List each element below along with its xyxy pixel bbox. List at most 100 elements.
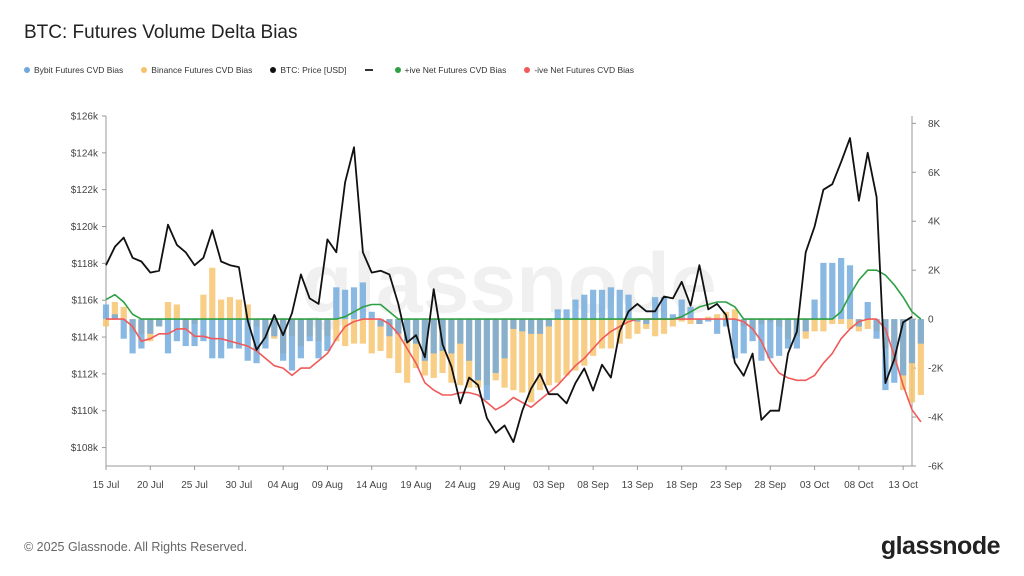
y-right-tick-label: -6K (928, 462, 944, 473)
binance-bar (864, 319, 871, 329)
bybit-bar (129, 319, 136, 354)
binance-bar (226, 297, 234, 320)
bybit-bar (315, 319, 322, 359)
y-left-tick-label: $110k (71, 406, 99, 417)
binance-bar (846, 319, 854, 329)
binance-bar (829, 319, 836, 325)
bybit-bar (102, 304, 110, 320)
bybit-bar (457, 319, 464, 344)
x-tick-label: 13 Oct (888, 480, 918, 491)
bybit-bar (368, 311, 375, 320)
bybit-bar (297, 319, 304, 359)
x-tick-label: 08 Oct (844, 480, 874, 491)
binance-bar (917, 319, 924, 396)
bybit-bar (802, 319, 809, 332)
y-right-tick-label: 6K (928, 168, 941, 179)
legend-label-bybit: Bybit Futures CVD Bias (34, 65, 124, 75)
bybit-bar (519, 319, 526, 332)
bybit-bar (226, 319, 234, 349)
bybit-bar (714, 319, 721, 334)
bybit-bar (776, 319, 783, 356)
binance-bar (598, 319, 606, 349)
legend-item-price[interactable]: BTC: Price [USD] (270, 65, 347, 75)
x-tick-label: 15 Jul (93, 480, 120, 491)
copyright-text: © 2025 Glassnode. All Rights Reserved. (24, 540, 248, 554)
binance-bar (386, 319, 393, 359)
binance-bar (200, 294, 207, 320)
bybit-bar (138, 319, 145, 349)
legend-label-binance: Binance Futures CVD Bias (151, 65, 253, 75)
bybit-bar (740, 319, 747, 354)
y-left-tick-label: $126k (71, 112, 99, 123)
y-left-tick-label: $112k (71, 369, 99, 380)
y-left-tick-label: $120k (71, 222, 99, 233)
bybit-bar (386, 319, 393, 337)
binance-bar (590, 319, 597, 356)
binance-bar (377, 319, 384, 351)
y-right-tick-label: 2K (928, 266, 941, 277)
x-tick-label: 03 Oct (800, 480, 830, 491)
binance-bar (678, 319, 685, 322)
binance-bar (811, 319, 818, 332)
x-tick-label: 30 Jul (226, 480, 253, 491)
legend-item-positive-net[interactable]: +ive Net Futures CVD Bias (394, 65, 506, 75)
bybit-bar (200, 319, 207, 342)
bybit-bar (891, 319, 898, 383)
bybit-bar (722, 319, 730, 327)
bybit-bar (111, 314, 118, 320)
legend-marker-price (270, 67, 277, 73)
y-left-tick-label: $114k (71, 333, 99, 344)
binance-bar (218, 299, 225, 320)
bybit-bar (696, 319, 703, 325)
bybit-bar (882, 319, 889, 391)
bybit-bar (510, 319, 517, 329)
legend-item-binance[interactable]: Binance Futures CVD Bias (141, 65, 252, 75)
binance-bar (209, 267, 216, 320)
x-tick-label: 04 Aug (268, 480, 299, 491)
legend-item-separator (364, 69, 377, 71)
x-tick-label: 14 Aug (356, 480, 387, 491)
bybit-bar (448, 319, 455, 354)
binance-bar (554, 319, 561, 383)
x-tick-label: 03 Sep (533, 480, 565, 491)
binance-bar (395, 319, 402, 373)
bybit-bar (439, 319, 446, 351)
x-tick-label: 18 Sep (666, 480, 698, 491)
bybit-bar (377, 319, 384, 327)
bybit-bar (350, 287, 358, 320)
bybit-bar (590, 289, 597, 320)
bybit-bar (846, 265, 854, 320)
legend-label-negative-net: -ive Net Futures CVD Bias (534, 65, 634, 75)
bybit-bar (607, 287, 614, 320)
bybit-bar (430, 319, 437, 354)
bybit-bar (404, 319, 411, 342)
binance-bar (660, 319, 668, 334)
legend-item-bybit[interactable]: Bybit Futures CVD Bias (24, 65, 123, 75)
binance-bar (457, 319, 464, 386)
bybit-bar (811, 299, 818, 320)
bybit-bar (687, 306, 694, 320)
bybit-bar (545, 319, 552, 327)
x-tick-label: 08 Sep (577, 480, 609, 491)
binance-bar (705, 316, 712, 320)
y-right-tick-label: 8K (928, 119, 941, 130)
bybit-bar (395, 319, 402, 334)
x-tick-label: 13 Sep (622, 480, 654, 491)
bybit-bar (306, 319, 313, 342)
y-right-tick-label: -2K (928, 364, 944, 375)
y-right-tick-label: 0 (928, 315, 934, 326)
bybit-bar (625, 294, 632, 320)
bybit-bar (528, 319, 535, 334)
binance-bar (164, 302, 172, 320)
bybit-bar (359, 282, 366, 320)
bybit-bar (554, 309, 561, 320)
legend-marker-positive-net (394, 67, 401, 73)
x-tick-label: 25 Jul (181, 480, 208, 491)
bybit-bar (908, 319, 916, 364)
bybit-bar (767, 319, 774, 359)
binance-bar (607, 319, 614, 349)
legend-dash-icon (364, 69, 373, 71)
x-tick-label: 28 Sep (754, 480, 786, 491)
binance-bar (625, 319, 632, 339)
legend-item-negative-net[interactable]: -ive Net Futures CVD Bias (524, 65, 634, 75)
